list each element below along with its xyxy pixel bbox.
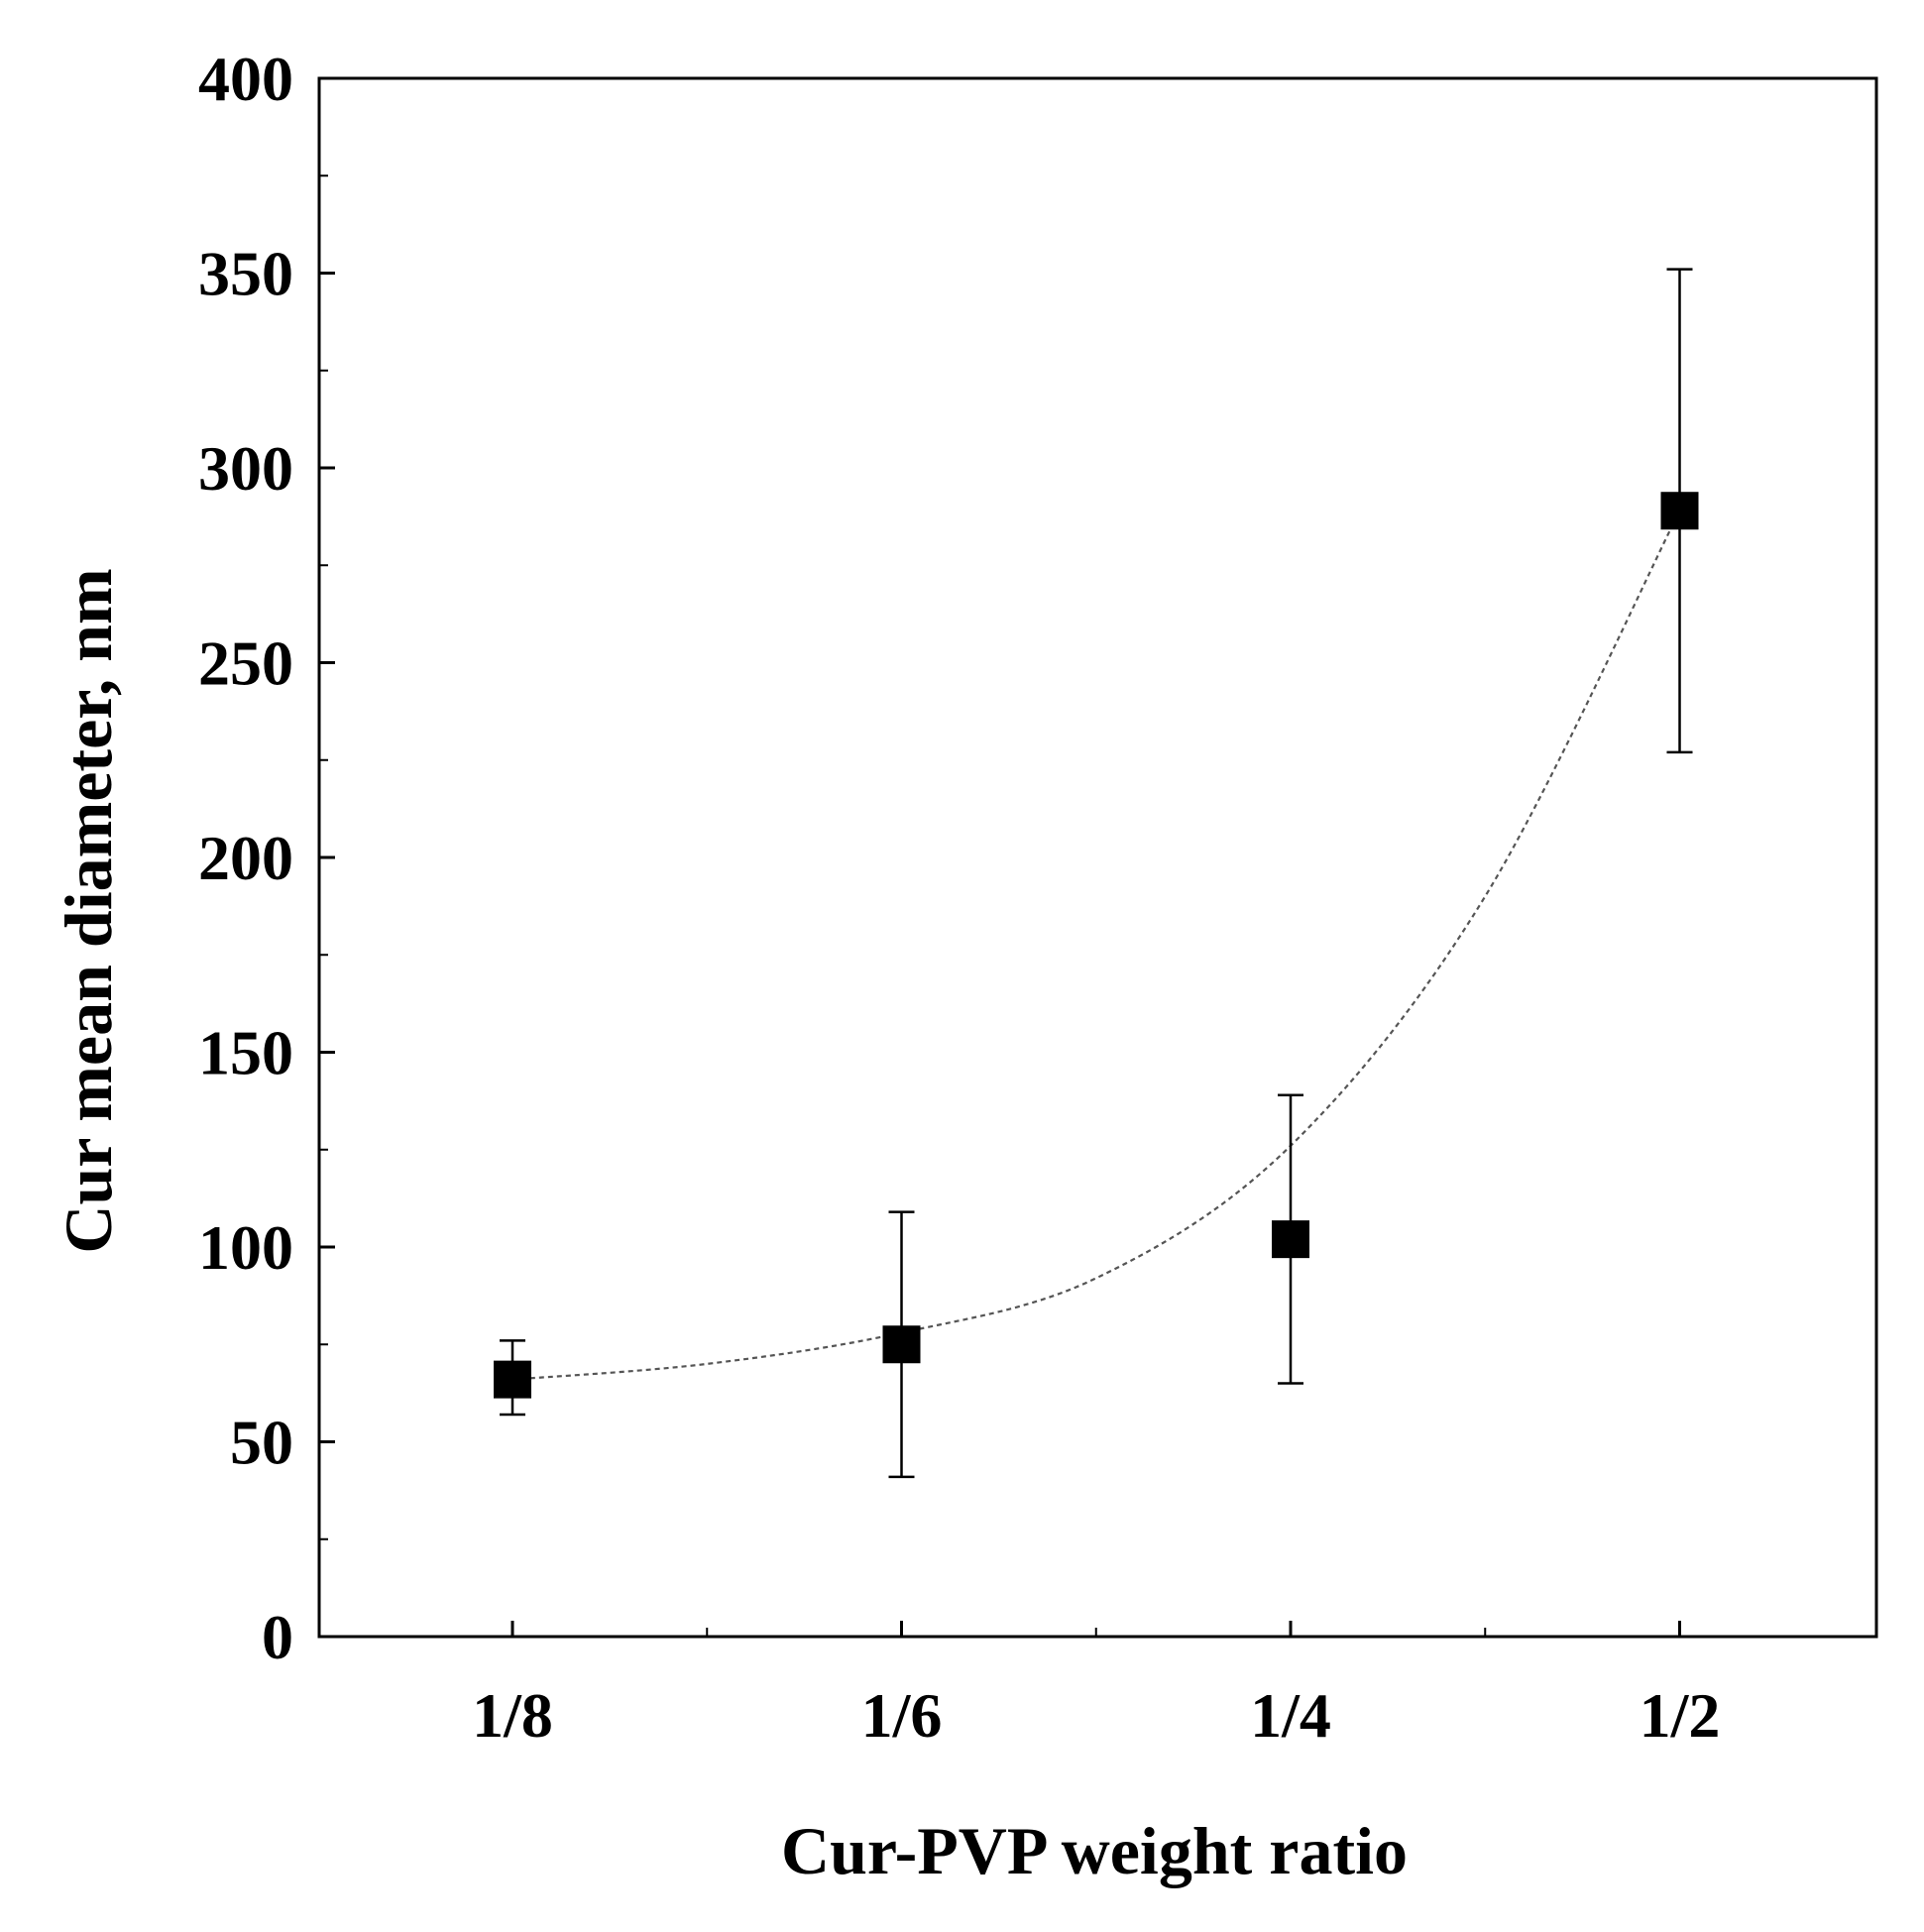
y-tick-label: 350 [198,239,293,309]
data-point [1272,1220,1309,1259]
y-tick-label: 200 [198,823,293,893]
y-tick-label: 300 [198,433,293,504]
y-tick-label: 100 [198,1212,293,1283]
y-tick-label: 400 [198,44,293,114]
fit-curve [511,510,1681,1381]
data-point [494,1360,531,1399]
data-point [882,1325,921,1364]
y-tick-label: 0 [262,1602,293,1672]
data-point [1660,492,1699,530]
y-tick-label: 150 [198,1018,293,1088]
x-tick-label: 1/4 [1250,1680,1331,1751]
x-axis-title: Cur-PVP weight ratio [781,1813,1408,1888]
axes-layer: 0 50 100 150 200 250 300 350 400 1/8 1/6 1/4 1/2 [198,44,1878,1751]
y-tick-label: 50 [230,1408,293,1478]
x-tick-label: 1/6 [861,1680,943,1751]
x-tick-label: 1/2 [1640,1680,1721,1751]
data-layer [494,268,1699,1479]
x-tick-label: 1/8 [472,1680,553,1751]
y-tick-label: 250 [198,628,293,699]
y-axis-title: Cur mean diameter, nm [51,568,126,1253]
